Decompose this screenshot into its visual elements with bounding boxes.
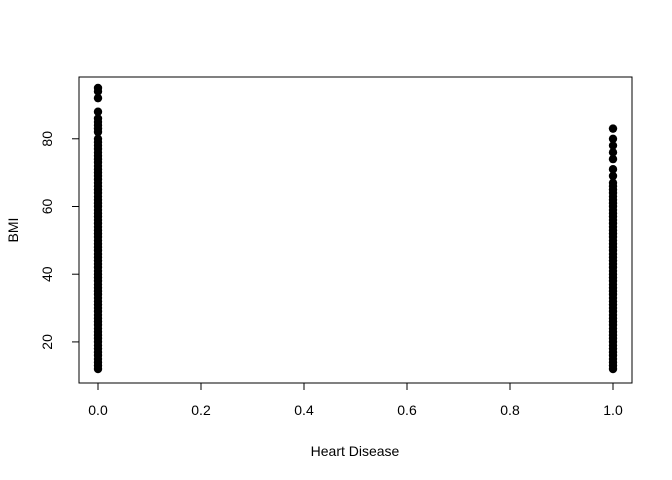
data-point <box>608 141 618 150</box>
y-tick-label: 60 <box>39 198 55 214</box>
x-tick-label: 0.2 <box>191 402 211 418</box>
data-point <box>608 171 618 181</box>
x-tick-label: 1.0 <box>603 402 623 418</box>
y-tick-label: 80 <box>39 131 55 147</box>
y-tick-label: 20 <box>39 334 55 350</box>
x-tick-label: 0.0 <box>88 402 108 418</box>
y-axis: 20 40 60 80 <box>39 131 80 350</box>
data-point <box>608 154 618 164</box>
data-point <box>608 148 618 157</box>
data-points <box>93 83 618 374</box>
data-point <box>608 134 618 143</box>
data-point <box>93 93 103 103</box>
y-axis-label: BMI <box>5 218 21 243</box>
data-point <box>93 107 103 116</box>
data-point <box>608 124 618 133</box>
x-tick-label: 0.8 <box>500 402 520 418</box>
data-point <box>93 83 103 93</box>
data-point <box>93 134 103 143</box>
x-tick-label: 0.6 <box>397 402 417 418</box>
data-point <box>608 165 618 174</box>
x-axis: 0.0 0.2 0.4 0.6 0.8 1.0 <box>88 382 623 418</box>
plot-frame <box>78 76 633 384</box>
x-tick-label: 0.4 <box>294 402 314 418</box>
data-point <box>608 178 618 187</box>
data-point <box>93 114 103 123</box>
y-tick-label: 40 <box>39 266 55 282</box>
x-axis-label: Heart Disease <box>311 443 400 459</box>
